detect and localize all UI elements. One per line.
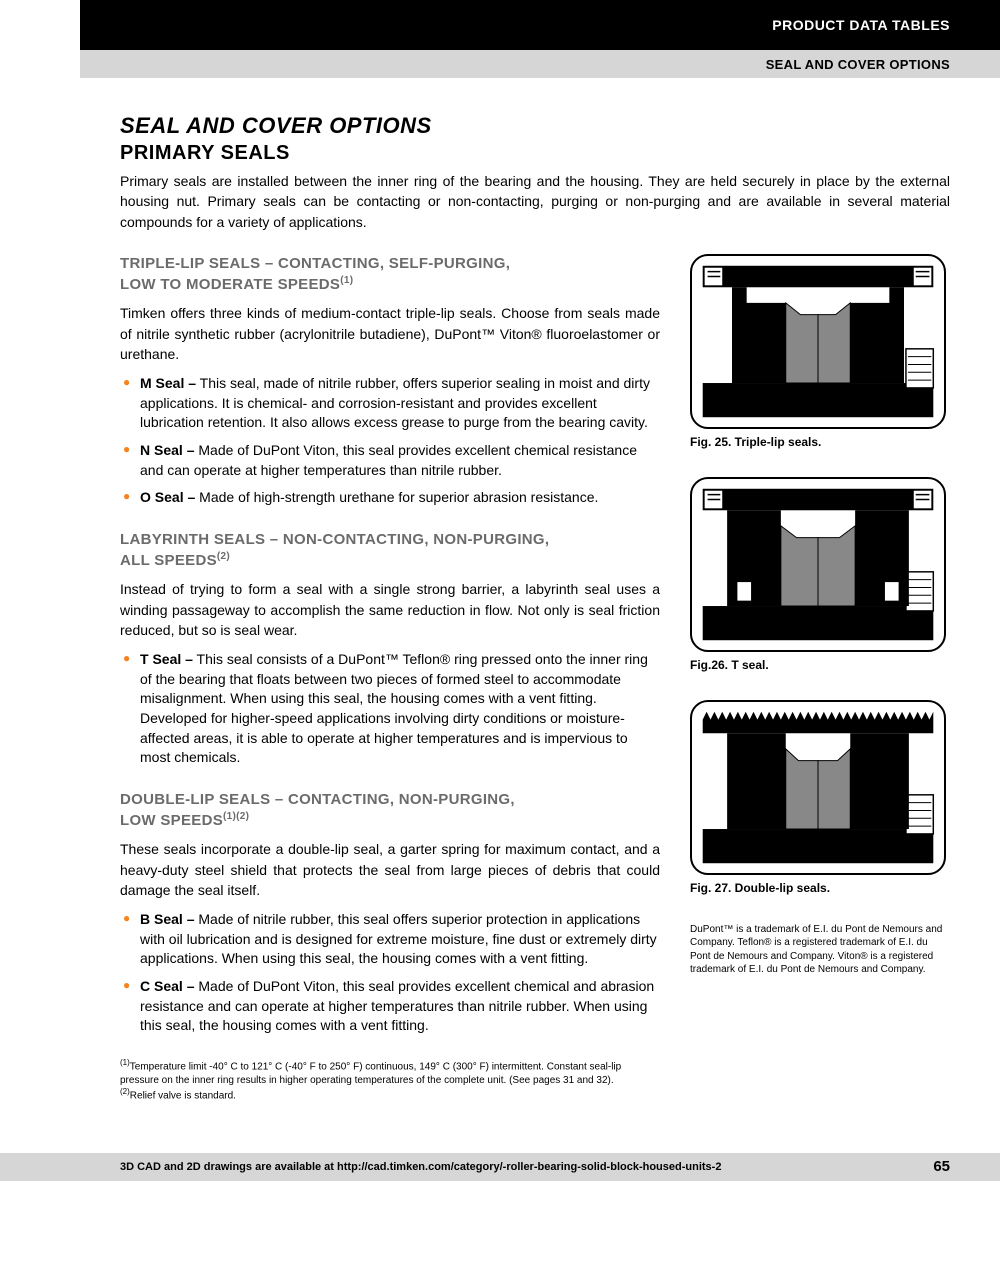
seal-diagram-icon <box>690 254 946 429</box>
section-heading: LABYRINTH SEALS – NON-CONTACTING, NON-PU… <box>120 530 660 572</box>
list-item: T Seal – This seal consists of a DuPont™… <box>120 650 660 768</box>
section-labyrinth: LABYRINTH SEALS – NON-CONTACTING, NON-PU… <box>120 530 660 768</box>
figure-26: Fig.26. T seal. <box>690 477 950 672</box>
footnotes: (1)Temperature limit -40° C to 121° C (-… <box>120 1058 660 1103</box>
list-item: M Seal – This seal, made of nitrile rubb… <box>120 374 660 433</box>
list-item: N Seal – Made of DuPont Viton, this seal… <box>120 441 660 480</box>
trademark-text: DuPont™ is a trademark of E.I. du Pont d… <box>690 923 950 977</box>
footer-text: 3D CAD and 2D drawings are available at … <box>120 1161 721 1173</box>
seal-diagram-icon <box>690 700 946 875</box>
section-para: Instead of trying to form a seal with a … <box>120 579 660 640</box>
page-subtitle: PRIMARY SEALS <box>120 142 950 165</box>
bullet-list: B Seal – Made of nitrile rubber, this se… <box>120 910 660 1036</box>
footer-bar: 3D CAD and 2D drawings are available at … <box>0 1153 1000 1181</box>
section-triple-lip: TRIPLE-LIP SEALS – CONTACTING, SELF-PURG… <box>120 254 660 508</box>
fig-caption: Fig. 27. Double-lip seals. <box>690 881 950 895</box>
fig-caption: Fig.26. T seal. <box>690 658 950 672</box>
list-item: C Seal – Made of DuPont Viton, this seal… <box>120 977 660 1036</box>
section-double-lip: DOUBLE-LIP SEALS – CONTACTING, NON-PURGI… <box>120 790 660 1036</box>
header-grey-text: SEAL AND COVER OPTIONS <box>766 57 950 72</box>
fig-caption: Fig. 25. Triple-lip seals. <box>690 435 950 449</box>
section-para: Timken offers three kinds of medium-cont… <box>120 303 660 364</box>
page-number: 65 <box>933 1158 950 1175</box>
header-black-text: PRODUCT DATA TABLES <box>772 17 950 33</box>
list-item: O Seal – Made of high-strength urethane … <box>120 488 660 508</box>
section-heading: TRIPLE-LIP SEALS – CONTACTING, SELF-PURG… <box>120 254 660 296</box>
figure-27: Fig. 27. Double-lip seals. <box>690 700 950 895</box>
bullet-list: T Seal – This seal consists of a DuPont™… <box>120 650 660 768</box>
header-grey-bar: SEAL AND COVER OPTIONS <box>80 50 1000 78</box>
page-title: SEAL AND COVER OPTIONS <box>120 113 950 139</box>
seal-diagram-icon <box>690 477 946 652</box>
list-item: B Seal – Made of nitrile rubber, this se… <box>120 910 660 969</box>
figure-25: Fig. 25. Triple-lip seals. <box>690 254 950 449</box>
section-heading: DOUBLE-LIP SEALS – CONTACTING, NON-PURGI… <box>120 790 660 832</box>
header-black-bar: PRODUCT DATA TABLES <box>80 0 1000 50</box>
intro-paragraph: Primary seals are installed between the … <box>120 171 950 232</box>
bullet-list: M Seal – This seal, made of nitrile rubb… <box>120 374 660 508</box>
section-para: These seals incorporate a double-lip sea… <box>120 839 660 900</box>
